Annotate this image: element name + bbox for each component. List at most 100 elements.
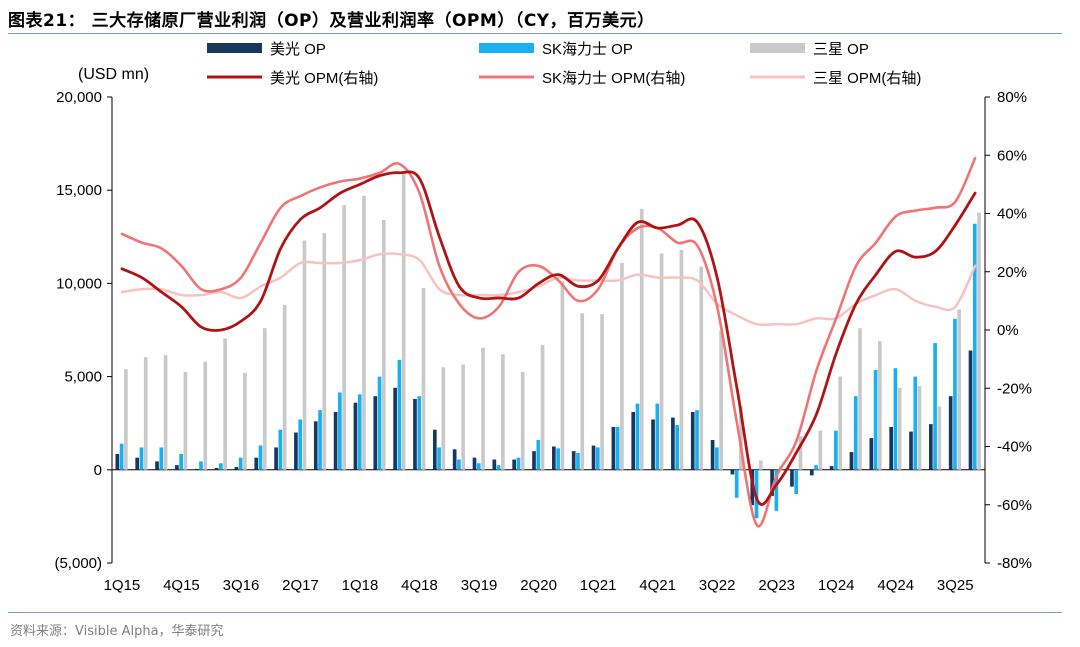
bar-samsung_op [739,405,743,470]
bar-hynix_op [119,443,124,470]
bar-hynix_op [635,403,640,470]
legend-label-hynix_op: SK海力士 OP [542,41,633,58]
bar-samsung_op [401,173,406,470]
bar-micron_op [333,412,338,470]
source-note: 资料来源：Visible Alpha，华泰研究 [10,624,224,639]
bar-samsung_op [838,376,842,470]
x-tick-label: 4Q15 [163,577,200,594]
bar-samsung_op [501,354,505,470]
x-tick-label: 2Q23 [758,577,795,594]
x-tick-label: 3Q22 [699,577,736,594]
bar-samsung_op [362,195,366,470]
bar-hynix_op [953,318,957,470]
bar-samsung_op [421,288,426,470]
legend-swatch-samsung_op [750,43,805,53]
y-right-tick-label: -40% [997,439,1032,456]
bar-hynix_op [179,453,183,470]
bar-samsung_op [580,313,585,470]
bar-micron_op [730,469,735,475]
bar-samsung_op [560,281,565,470]
x-tick-label: 1Q24 [818,577,855,594]
bar-samsung_op [917,385,922,470]
y-left-tick-label: 10,000 [56,275,102,292]
bar-samsung_op [481,347,485,470]
bar-samsung_op [540,344,545,470]
bar-samsung_op [818,430,823,470]
bar-micron_op [869,438,874,470]
line-hynix_opm [120,156,977,528]
bar-hynix_op [933,343,937,470]
x-tick-label: 1Q18 [342,577,379,594]
bar-hynix_op [556,448,560,470]
bar-micron_op [671,417,675,470]
bar-micron_op [175,465,179,470]
bar-samsung_op [659,253,664,470]
legend-label-micron_op: 美光 OP [270,41,326,58]
bar-samsung_op [937,406,942,470]
top-rule [8,33,1062,34]
bar-hynix_op [397,359,402,470]
bar-samsung_op [203,361,208,470]
bar-micron_op [413,398,417,470]
bar-hynix_op [139,447,144,470]
bar-micron_op [968,350,973,470]
y-left-tick-label: (5,000) [54,555,102,572]
bar-hynix_op [298,419,303,470]
line-micron_opm [120,170,977,506]
bar-samsung_op [441,367,446,470]
bar-hynix_op [357,394,362,470]
right-axis: -80% -60% -40% -20% 0% 20% 40% 60% 80% [984,89,1032,572]
bar-micron_op [889,426,893,470]
bar-micron_op [214,467,219,470]
bottom-rule [8,612,1062,613]
y-right-tick-label: 20% [997,264,1027,281]
legend-label-micron_opm: 美光 OPM(右轴) [270,70,378,87]
bar-hynix_op [338,392,342,470]
y-left-tick-label: 5,000 [64,369,102,386]
bar-hynix_op [238,457,243,470]
bar-samsung_op [243,372,247,470]
bar-samsung_op [878,341,882,470]
bar-micron_op [155,461,159,470]
bar-micron_op [948,396,953,470]
x-axis: 1Q15 4Q15 3Q16 2Q17 1Q18 4Q18 3Q19 2Q20 1Q21 4Q21… [104,577,974,594]
bar-hynix_op [715,447,719,470]
bar-micron_op [115,453,120,470]
bar-micron_op [929,424,933,470]
bar-samsung_op [758,460,763,470]
y-right-tick-label: 40% [997,206,1027,223]
bar-micron_op [234,467,239,470]
x-tick-label: 4Q18 [401,577,438,594]
bar-micron_op [829,466,834,470]
bar-hynix_op [159,447,164,470]
x-tick-label: 3Q16 [223,577,260,594]
bar-micron_op [849,452,854,470]
bar-hynix_op [457,459,461,470]
x-tick-label: 1Q15 [104,577,141,594]
bar-micron_op [512,459,517,470]
bar-micron_op [809,469,814,476]
bar-samsung_op [183,371,188,470]
y-right-tick-label: -20% [997,380,1032,397]
bar-samsung_op [262,328,267,470]
bar-micron_op [294,432,298,470]
bar-samsung_op [124,369,128,470]
bar-samsung_op [143,357,148,470]
y-left-tick-label: 0 [94,462,102,479]
bar-samsung_op [600,314,604,470]
legend-label-samsung_opm: 三星 OPM(右轴) [813,70,921,87]
bar-micron_op [631,412,636,470]
bar-micron_op [710,439,715,470]
x-tick-label: 4Q21 [639,577,676,594]
y-right-tick-label: -80% [997,555,1032,572]
y-right-tick-label: 80% [997,89,1027,106]
bar-samsung_op [639,208,644,470]
x-tick-label: 3Q25 [937,577,974,594]
bar-samsung_op [719,330,723,470]
bar-micron_op [135,457,140,470]
bar-samsung_op [620,262,624,470]
bar-hynix_op [536,439,541,470]
bar-micron_op [770,469,774,496]
bar-samsung_op [957,309,962,470]
bar-hynix_op [496,465,501,470]
